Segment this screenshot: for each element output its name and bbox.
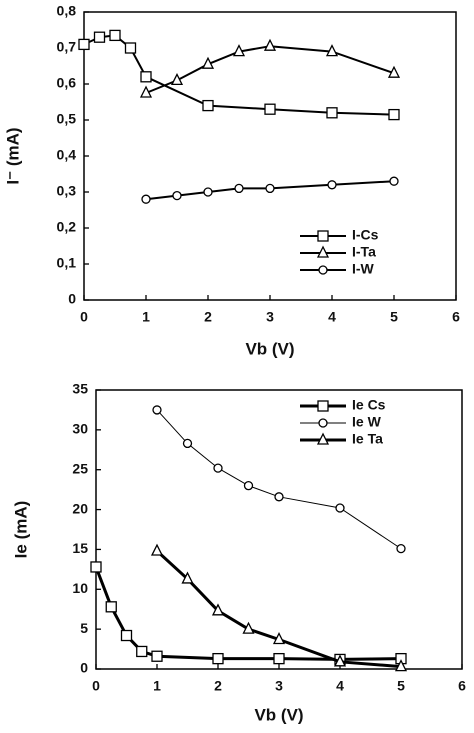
legend-label: Ie Cs xyxy=(352,397,386,413)
data-point xyxy=(333,654,347,667)
x-axis-label: Vb (V) xyxy=(245,339,294,358)
data-point xyxy=(152,405,162,415)
data-point xyxy=(141,194,151,204)
y-axis-label: Ie (mA) xyxy=(11,501,30,559)
data-point xyxy=(181,571,194,584)
data-point xyxy=(212,652,224,665)
legend-label: Ie Ta xyxy=(352,431,383,447)
y-tick-label: 10 xyxy=(72,580,88,596)
data-point xyxy=(234,183,244,194)
data-point xyxy=(335,503,345,513)
series-line xyxy=(94,566,402,661)
data-point xyxy=(242,621,255,634)
plot-frame xyxy=(95,389,463,670)
data-point xyxy=(203,187,213,197)
x-tick-label: 2 xyxy=(214,678,222,694)
y-tick-label: 0,4 xyxy=(57,147,77,163)
data-point xyxy=(109,29,121,42)
y-tick-label: 0,2 xyxy=(57,219,77,235)
y-tick-label: 0,3 xyxy=(57,183,77,199)
data-point xyxy=(120,629,133,642)
legend-label: I-Cs xyxy=(352,227,379,243)
data-point xyxy=(273,652,285,665)
y-tick-label: 0,5 xyxy=(57,111,77,127)
legend-marker xyxy=(316,432,330,445)
legend-marker xyxy=(317,400,329,412)
y-tick-label: 5 xyxy=(80,620,88,636)
data-point xyxy=(272,632,286,645)
data-point xyxy=(78,38,90,51)
x-tick-label: 3 xyxy=(266,309,274,325)
data-point xyxy=(124,42,137,54)
data-point xyxy=(264,103,276,115)
x-axis-label: Vb (V) xyxy=(254,705,303,724)
x-tick-label: 6 xyxy=(452,309,460,325)
data-point xyxy=(243,481,254,491)
x-tick-label: 6 xyxy=(458,678,466,694)
legend-marker xyxy=(316,245,330,258)
x-tick-label: 1 xyxy=(153,678,161,694)
data-point xyxy=(389,176,399,186)
x-tick-label: 5 xyxy=(397,678,405,694)
data-point xyxy=(274,492,284,502)
data-point xyxy=(182,438,193,449)
data-point xyxy=(150,543,164,556)
series-line xyxy=(155,549,402,669)
series-line xyxy=(145,45,395,94)
data-point xyxy=(326,107,338,119)
data-point xyxy=(105,601,117,613)
data-point xyxy=(201,56,215,69)
legend-marker xyxy=(318,265,328,275)
data-point xyxy=(211,603,225,616)
data-point xyxy=(139,85,153,98)
x-tick-label: 0 xyxy=(80,309,88,325)
y-axis-label: I⁻ (mA) xyxy=(3,127,22,184)
legend-label: I-Ta xyxy=(352,244,376,260)
y-tick-label: 0,8 xyxy=(57,3,77,19)
data-point xyxy=(325,44,339,57)
data-point xyxy=(232,44,246,57)
y-tick-label: 20 xyxy=(72,500,88,516)
data-point xyxy=(151,650,163,662)
legend-marker xyxy=(318,418,328,428)
data-point xyxy=(170,72,184,86)
y-tick-label: 35 xyxy=(72,381,88,397)
data-point xyxy=(93,31,106,43)
legend-label: I-W xyxy=(352,261,375,277)
data-point xyxy=(136,645,148,658)
y-tick-label: 0,7 xyxy=(57,39,77,55)
y-tick-label: 0 xyxy=(68,291,76,307)
x-tick-label: 5 xyxy=(390,309,398,325)
data-point xyxy=(265,183,275,194)
x-tick-label: 0 xyxy=(92,678,100,694)
data-point xyxy=(327,180,337,190)
x-tick-label: 1 xyxy=(142,309,150,325)
y-tick-label: 25 xyxy=(72,460,88,476)
data-point xyxy=(263,38,277,51)
y-tick-label: 15 xyxy=(72,540,88,556)
legend-label: Ie W xyxy=(352,414,382,430)
data-point xyxy=(140,71,152,83)
y-tick-label: 0,6 xyxy=(57,75,77,91)
data-point xyxy=(396,543,406,554)
data-point xyxy=(394,659,408,672)
data-point xyxy=(388,108,400,121)
data-point xyxy=(387,65,401,78)
plot-frame xyxy=(83,11,457,301)
data-point xyxy=(172,190,182,201)
x-tick-label: 2 xyxy=(204,309,212,325)
legend-marker xyxy=(317,230,329,242)
data-point xyxy=(202,99,214,112)
data-point xyxy=(213,463,223,473)
x-tick-label: 3 xyxy=(275,678,283,694)
x-tick-label: 4 xyxy=(336,678,344,694)
data-point xyxy=(90,561,102,573)
y-tick-label: 30 xyxy=(72,421,88,437)
y-tick-label: 0 xyxy=(80,660,88,676)
y-tick-label: 0,1 xyxy=(57,255,77,271)
x-tick-label: 4 xyxy=(328,309,336,325)
